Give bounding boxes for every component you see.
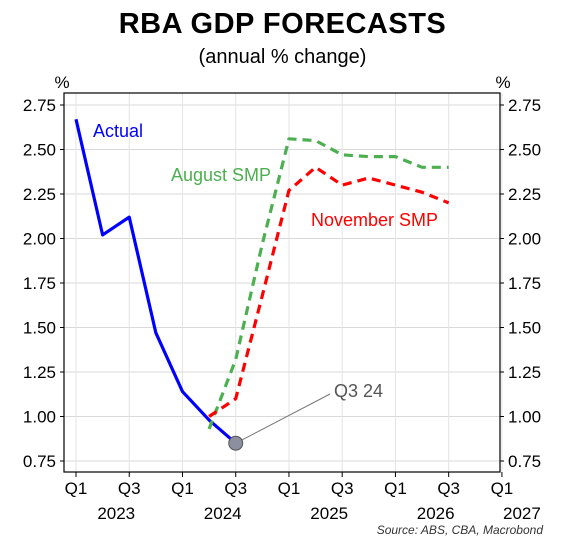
y-tick-label-left: 2.75 <box>23 96 56 115</box>
y-tick-label-right: 0.75 <box>508 452 541 471</box>
y-tick-label-left: 0.75 <box>23 452 56 471</box>
x-tick-label: Q3 <box>331 479 354 498</box>
august-smp-line <box>207 137 449 430</box>
x-tick-label: Q1 <box>278 479 301 498</box>
series-label: August SMP <box>171 165 271 185</box>
chart-subtitle: (annual % change) <box>198 46 367 68</box>
series-label: November SMP <box>311 210 438 230</box>
x-tick-label: Q1 <box>65 479 88 498</box>
annotation-label: Q3 24 <box>334 381 383 401</box>
november-smp-line <box>208 165 450 418</box>
x-year-label: 2023 <box>97 504 135 523</box>
x-year-label: 2026 <box>417 504 455 523</box>
x-tick-label: Q3 <box>437 479 460 498</box>
y-tick-label-right: 1.00 <box>508 408 541 427</box>
actual-line <box>74 118 237 445</box>
series-label: Actual <box>93 121 143 141</box>
y-tick-label-right: 2.00 <box>508 230 541 249</box>
source-note: Source: ABS, CBA, Macrobond <box>376 523 543 537</box>
x-year-label: 2027 <box>503 504 541 523</box>
y-unit-left: % <box>54 73 69 92</box>
x-tick-label: Q1 <box>384 479 407 498</box>
x-tick-label: Q1 <box>491 479 514 498</box>
x-year-label: 2024 <box>204 504 242 523</box>
annotation-marker <box>228 435 244 451</box>
y-tick-label-right: 2.25 <box>508 185 541 204</box>
y-unit-right: % <box>495 73 510 92</box>
y-tick-label-right: 2.50 <box>508 141 541 160</box>
y-tick-label-left: 2.50 <box>23 141 56 160</box>
y-tick-label-left: 2.00 <box>23 230 56 249</box>
chart-title: RBA GDP FORECASTS <box>118 8 447 40</box>
y-tick-label-left: 1.00 <box>23 408 56 427</box>
x-tick-label: Q1 <box>171 479 194 498</box>
y-tick-label-right: 1.75 <box>508 274 541 293</box>
x-tick-label: Q3 <box>118 479 141 498</box>
y-tick-label-left: 1.50 <box>23 319 56 338</box>
y-tick-label-right: 1.50 <box>508 319 541 338</box>
x-tick-label: Q3 <box>224 479 247 498</box>
y-tick-label-left: 2.25 <box>23 185 56 204</box>
annotation-leader <box>235 393 331 444</box>
x-year-label: 2025 <box>310 504 348 523</box>
y-tick-label-left: 1.25 <box>23 363 56 382</box>
y-tick-label-left: 1.75 <box>23 274 56 293</box>
y-tick-label-right: 1.25 <box>508 363 541 382</box>
y-tick-label-right: 2.75 <box>508 96 541 115</box>
